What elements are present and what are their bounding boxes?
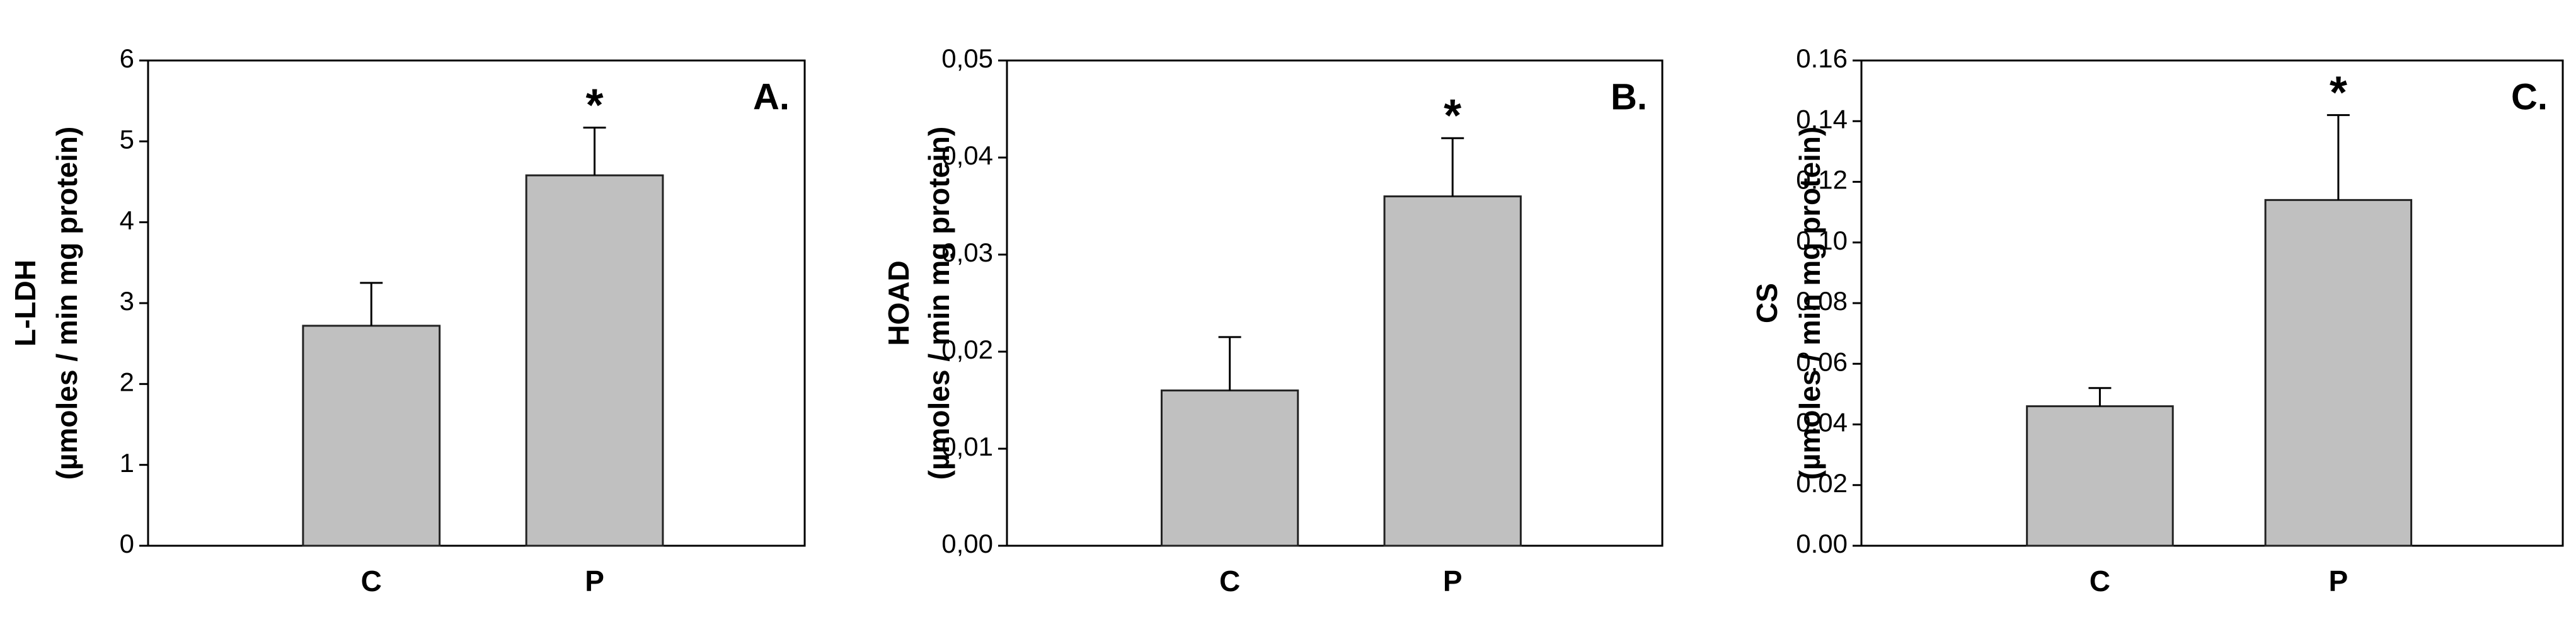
x-tick-label: P — [585, 565, 604, 597]
y-tick-label: 4 — [120, 205, 134, 235]
x-tick-label: P — [2328, 565, 2348, 597]
bar — [2264, 199, 2413, 547]
bar — [2026, 405, 2174, 547]
y-tick-label: 5 — [120, 124, 134, 154]
significance-marker: * — [586, 81, 604, 131]
y-tick-label: 0.04 — [1796, 408, 1848, 437]
panel-label: C. — [2511, 76, 2548, 117]
y-tick-label: 0.08 — [1796, 286, 1848, 316]
y-tick-label: 0.10 — [1796, 226, 1848, 255]
y-tick-label: 1 — [120, 448, 134, 478]
y-tick-label: 2 — [120, 367, 134, 396]
significance-marker: * — [1444, 91, 1461, 141]
x-tick-label: C — [2090, 565, 2110, 597]
y-tick-label: 0.12 — [1796, 165, 1848, 195]
y-tick-label: 6 — [120, 43, 134, 73]
bar — [1160, 389, 1299, 547]
y-tick-label: 0 — [120, 529, 134, 558]
y-axis-label: (µmoles / min mg protein) — [923, 127, 955, 480]
y-tick-label: 0,05 — [941, 43, 993, 73]
y-tick-label: 3 — [120, 286, 134, 316]
significance-marker: * — [2330, 68, 2347, 118]
x-tick-label: C — [1219, 565, 1240, 597]
y-tick-label: 0,03 — [941, 238, 993, 267]
y-axis-label: CS — [1751, 283, 1783, 323]
plot-frame — [147, 59, 806, 547]
x-tick-label: P — [1443, 565, 1463, 597]
y-axis-label: L-LDH — [9, 260, 42, 347]
y-tick-label: 0.06 — [1796, 347, 1848, 376]
plot-frame — [1860, 59, 2564, 547]
x-tick-label: C — [361, 565, 382, 597]
bar — [525, 174, 664, 547]
y-tick-label: 0.00 — [1796, 529, 1848, 558]
bar — [1383, 195, 1522, 547]
bar — [302, 325, 441, 547]
y-axis-label: (µmoles / min mg protein) — [1793, 127, 1826, 480]
y-tick-label: 0,02 — [941, 335, 993, 364]
y-tick-label: 0,04 — [941, 141, 993, 170]
y-axis-label: HOAD — [882, 260, 915, 345]
panel-label: B. — [1611, 76, 1647, 117]
y-tick-label: 0,00 — [941, 529, 993, 558]
panel-label: A. — [753, 76, 790, 117]
plot-frame — [1006, 59, 1664, 547]
y-tick-label: 0.16 — [1796, 43, 1848, 73]
y-axis-label: (µmoles / min mg protein) — [50, 127, 83, 480]
y-tick-label: 0.02 — [1796, 468, 1848, 498]
y-tick-label: 0.14 — [1796, 104, 1848, 134]
y-tick-label: 0,01 — [941, 432, 993, 461]
